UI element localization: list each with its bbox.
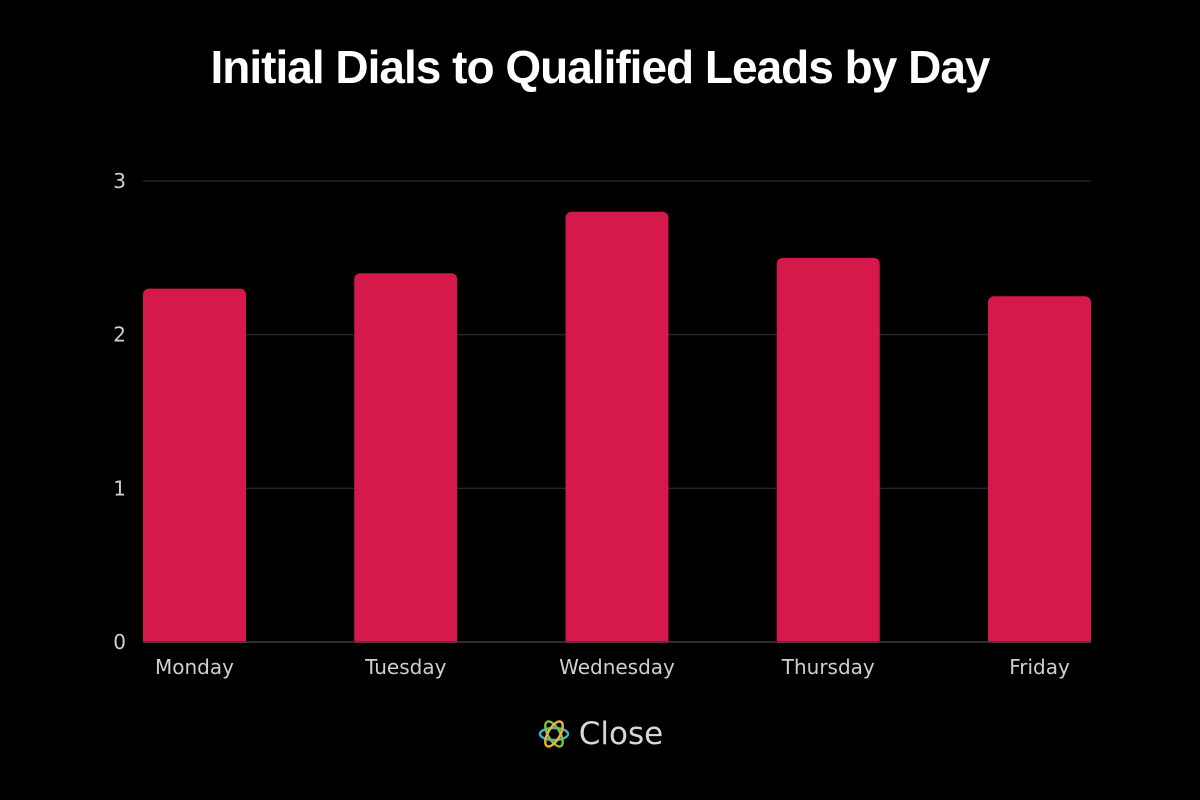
y-tick-label: 2	[113, 323, 126, 347]
x-tick-label: Monday	[155, 655, 234, 679]
axes: 0 1 2 3 Monday Tuesday Wednesday Thursday Friday	[113, 169, 1091, 679]
brand-name: Close	[578, 716, 664, 752]
x-tick-label: Tuesday	[364, 655, 447, 679]
bar-monday	[143, 288, 246, 646]
chart-title: Initial Dials to Qualified Leads by Day	[210, 41, 991, 93]
x-tick-label: Wednesday	[559, 655, 675, 679]
y-tick-label: 3	[113, 169, 126, 193]
bar-friday	[988, 296, 1091, 646]
y-tick-label: 0	[113, 630, 126, 654]
bar-wednesday	[565, 211, 669, 646]
y-tick-label: 1	[113, 476, 126, 500]
close-logo-icon	[538, 720, 569, 748]
bar-tuesday	[354, 273, 458, 646]
bars	[141, 211, 1093, 649]
baseline-mask	[141, 643, 1093, 649]
brand-footer: Close	[0, 716, 1200, 752]
bar-thursday	[776, 257, 880, 646]
x-tick-label: Thursday	[781, 655, 875, 679]
x-tick-label: Friday	[1009, 655, 1070, 679]
